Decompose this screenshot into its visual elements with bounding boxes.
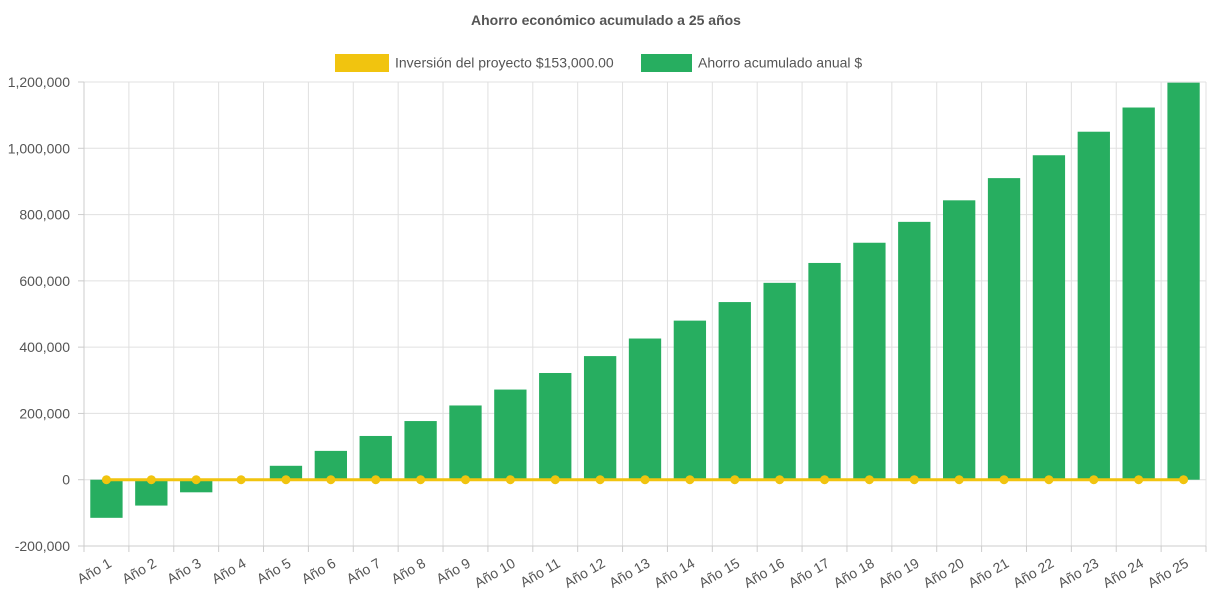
x-tick-label: Año 4: [209, 555, 249, 587]
y-axis: -200,000 0 200,000 400,000 600,000 800,000 1,0…: [8, 74, 85, 554]
line-point[interactable]: [820, 475, 830, 485]
bar[interactable]: [763, 282, 796, 480]
x-tick-label: Año 12: [561, 555, 608, 591]
line-point[interactable]: [146, 475, 156, 485]
legend-swatch-investment: [335, 54, 389, 72]
bar[interactable]: [1122, 107, 1155, 480]
x-tick-label: Año 7: [344, 555, 384, 587]
line-point[interactable]: [864, 475, 874, 485]
x-tick-label: Año 3: [164, 555, 204, 587]
y-tick-label: -200,000: [15, 538, 70, 554]
line-point[interactable]: [1134, 475, 1144, 485]
y-tick-label: 800,000: [19, 207, 70, 223]
line-point[interactable]: [685, 475, 695, 485]
x-tick-label: Año 14: [651, 555, 698, 591]
line-point[interactable]: [1179, 475, 1189, 485]
line-point[interactable]: [1044, 475, 1054, 485]
x-tick-label: Año 2: [119, 555, 159, 587]
legend-swatch-savings: [641, 54, 692, 72]
x-tick-label: Año 1: [74, 555, 114, 587]
legend-label-investment: Inversión del proyecto $153,000.00: [395, 55, 614, 71]
bar[interactable]: [943, 200, 976, 480]
x-tick-label: Año 22: [1010, 555, 1057, 591]
x-tick-label: Año 8: [388, 555, 428, 587]
x-tick-label: Año 20: [920, 555, 967, 591]
y-tick-label: 1,000,000: [8, 140, 70, 156]
bar-series: [90, 82, 1200, 518]
line-point[interactable]: [550, 475, 560, 485]
line-point[interactable]: [281, 475, 291, 485]
line-point[interactable]: [236, 475, 246, 485]
line-point[interactable]: [460, 475, 470, 485]
bar[interactable]: [1032, 155, 1066, 480]
legend-item-investment[interactable]: Inversión del proyecto $153,000.00: [335, 54, 614, 72]
chart-title: Ahorro económico acumulado a 25 años: [471, 12, 741, 28]
line-point[interactable]: [1089, 475, 1099, 485]
line-series: [101, 475, 1189, 485]
y-tick-label: 0: [62, 472, 70, 488]
x-tick-label: Año 15: [696, 555, 743, 591]
x-tick-label: Año 23: [1055, 555, 1102, 591]
line-point[interactable]: [730, 475, 740, 485]
x-tick-label: Año 21: [965, 555, 1012, 591]
bar[interactable]: [449, 405, 482, 480]
line-point[interactable]: [326, 475, 336, 485]
bar[interactable]: [180, 479, 213, 493]
bar[interactable]: [987, 178, 1021, 480]
line-point[interactable]: [640, 475, 650, 485]
x-tick-label: Año 24: [1100, 555, 1147, 591]
x-tick-label: Año 18: [830, 555, 877, 591]
bar[interactable]: [853, 242, 886, 480]
x-tick-label: Año 9: [433, 555, 473, 587]
line-point[interactable]: [999, 475, 1009, 485]
x-tick-label: Año 13: [606, 555, 653, 591]
line-point[interactable]: [505, 475, 515, 485]
x-tick-label: Año 25: [1145, 555, 1192, 591]
bar[interactable]: [808, 262, 841, 480]
line-point[interactable]: [775, 475, 785, 485]
y-tick-label: 200,000: [19, 405, 70, 421]
line-point[interactable]: [909, 475, 919, 485]
x-tick-label: Año 6: [299, 555, 339, 587]
y-tick-label: 600,000: [19, 273, 70, 289]
bar[interactable]: [359, 435, 392, 480]
bar[interactable]: [90, 479, 123, 518]
bar[interactable]: [494, 389, 527, 480]
bar[interactable]: [1077, 131, 1110, 480]
x-tick-label: Año 16: [741, 555, 788, 591]
bar[interactable]: [539, 372, 572, 480]
gridlines: [83, 81, 1207, 547]
y-tick-label: 1,200,000: [8, 74, 70, 90]
line-point[interactable]: [416, 475, 426, 485]
line-point[interactable]: [954, 475, 964, 485]
x-tick-label: Año 17: [786, 555, 833, 591]
bar[interactable]: [314, 450, 347, 480]
bar[interactable]: [718, 302, 751, 480]
bar[interactable]: [898, 221, 931, 480]
bar[interactable]: [1167, 82, 1200, 480]
x-tick-label: Año 11: [517, 555, 563, 591]
legend-item-savings[interactable]: Ahorro acumulado anual $: [641, 54, 862, 72]
bar[interactable]: [269, 465, 303, 480]
x-tick-label: Año 19: [875, 555, 922, 591]
line-point[interactable]: [595, 475, 605, 485]
x-axis: Año 1 Año 2 Año 3 Año 4 Año 5 Año 6 Año 7 Año 8…: [74, 545, 1207, 591]
legend[interactable]: Inversión del proyecto $153,000.00 Ahorr…: [335, 54, 862, 72]
x-tick-label: Año 5: [254, 555, 294, 587]
x-tick-label: Año 10: [471, 555, 518, 591]
bar[interactable]: [628, 338, 662, 480]
bar[interactable]: [404, 421, 437, 480]
legend-label-savings: Ahorro acumulado anual $: [698, 55, 862, 71]
line-point[interactable]: [191, 475, 201, 485]
bar[interactable]: [583, 356, 617, 480]
y-tick-label: 400,000: [19, 339, 70, 355]
line-point[interactable]: [101, 475, 111, 485]
bar[interactable]: [673, 320, 707, 480]
line-point[interactable]: [371, 475, 381, 485]
